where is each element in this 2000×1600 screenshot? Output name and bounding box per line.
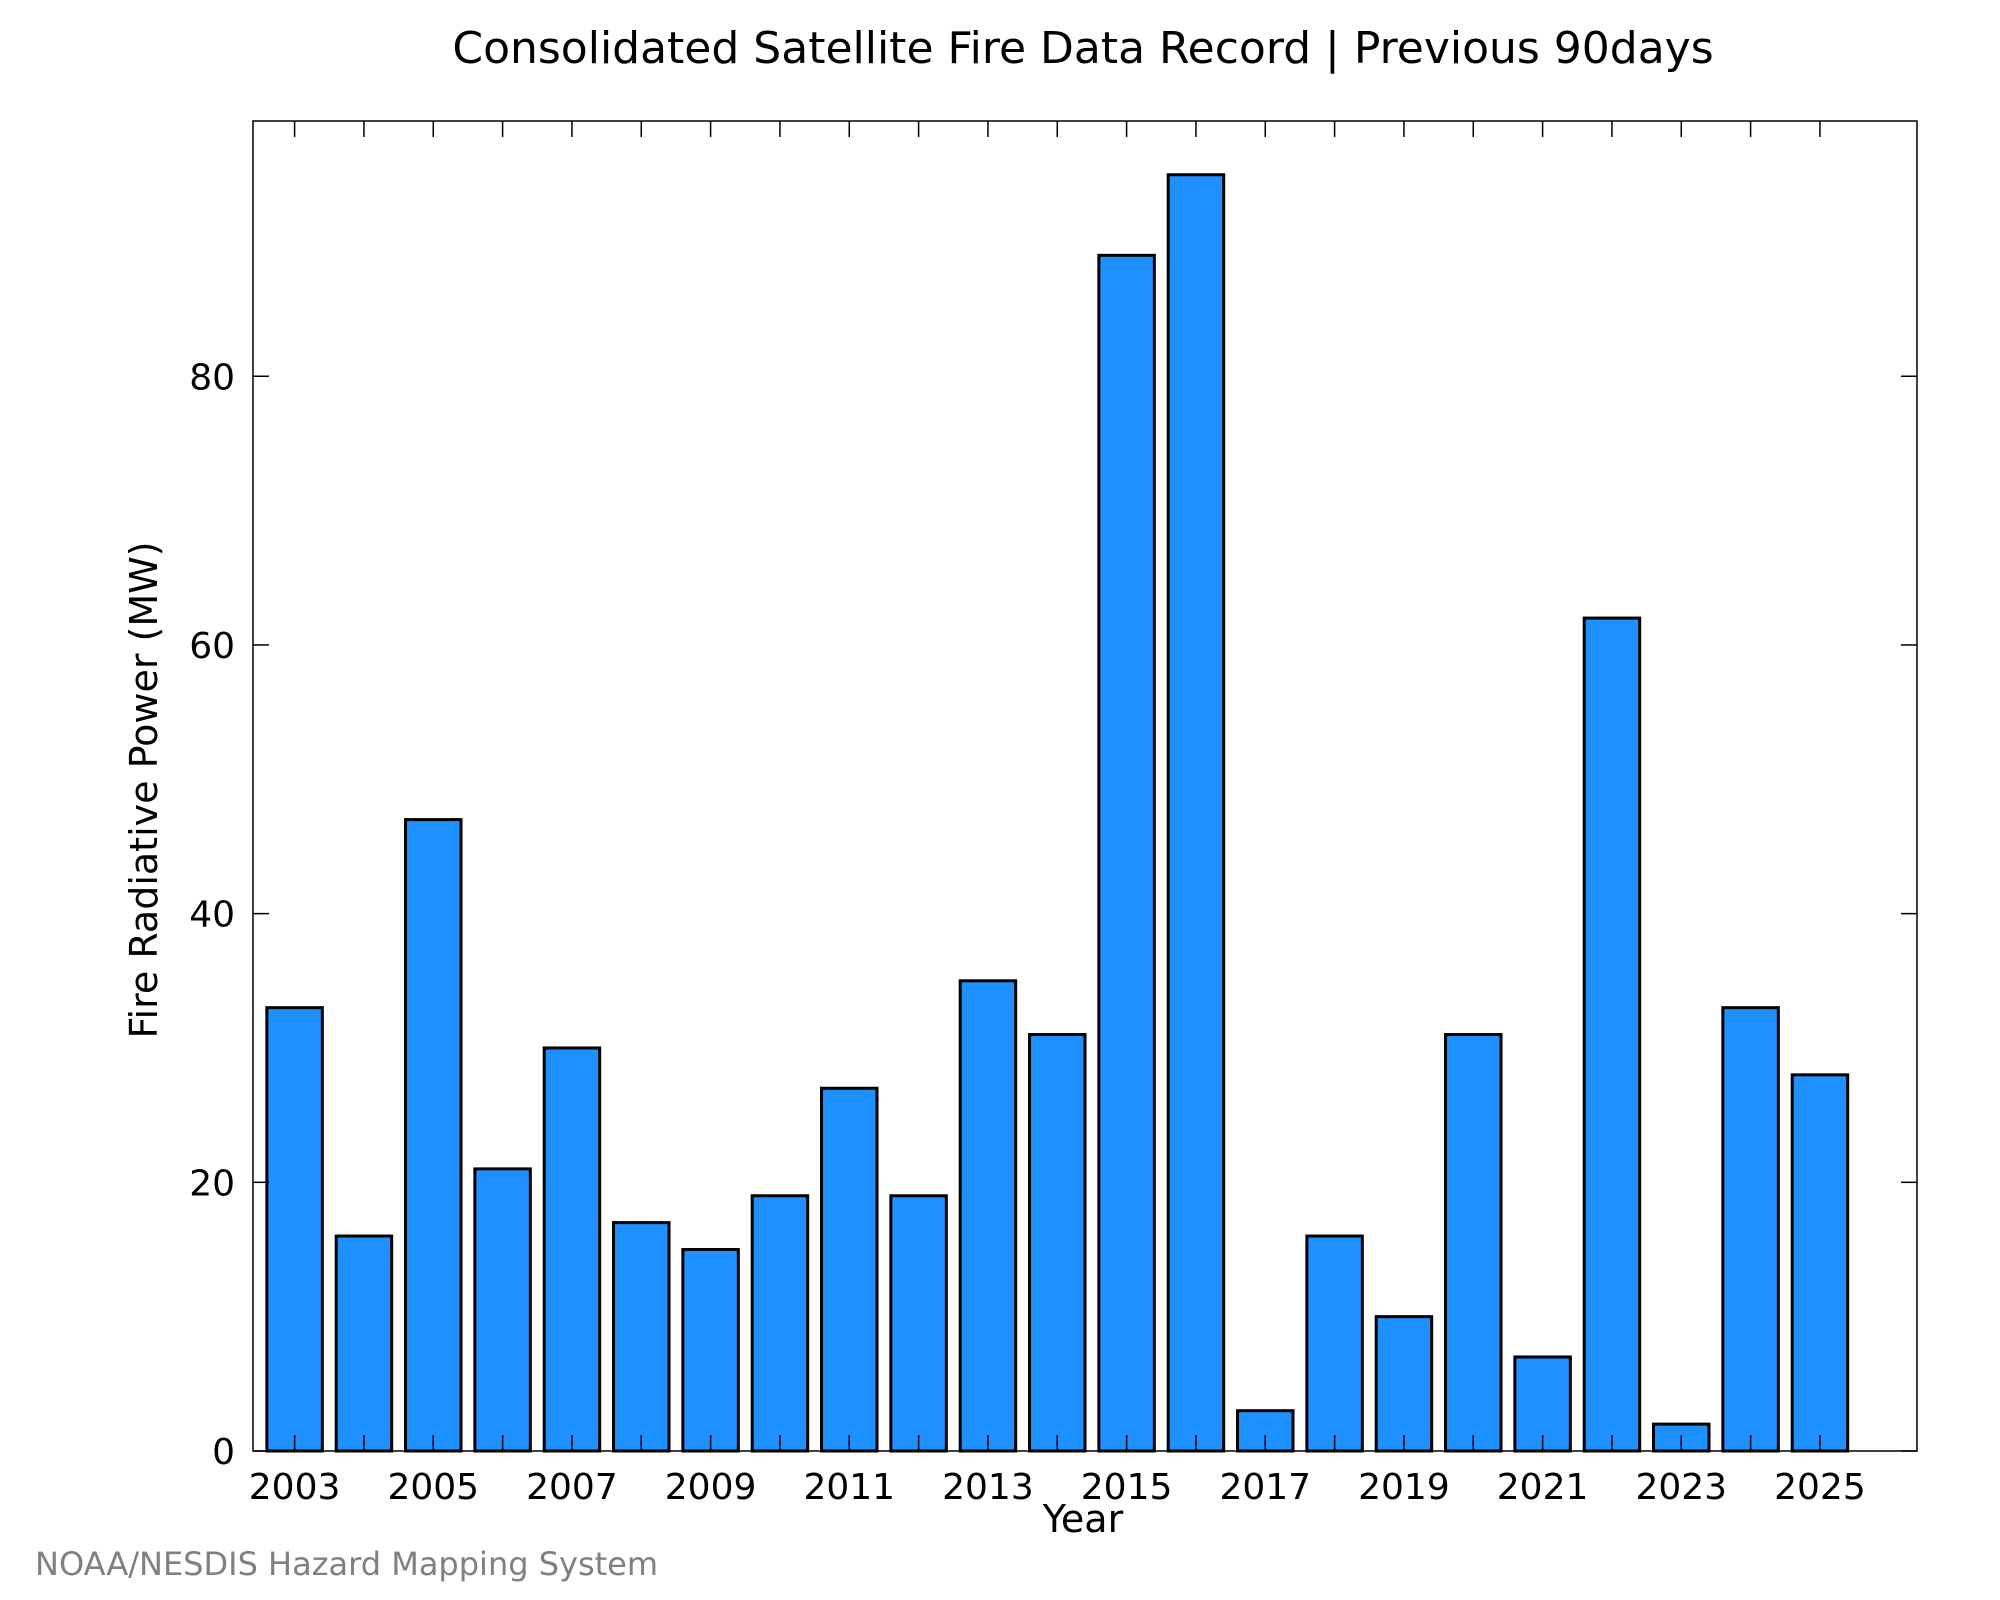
y-axis-label: Fire Radiative Power (MW) — [122, 541, 166, 1038]
bar-2007 — [542, 1046, 602, 1453]
bar-2006 — [473, 1167, 532, 1453]
x-tick-label-2015: 2015 — [1081, 1467, 1173, 1508]
bar-2009 — [681, 1247, 740, 1453]
bar-2013 — [958, 979, 1018, 1453]
y-tick-label-20: 20 — [189, 1163, 235, 1204]
plot-frame — [252, 120, 1918, 1452]
bar-2011 — [820, 1086, 879, 1453]
credit-text: NOAA/NESDIS Hazard Mapping System — [35, 1545, 658, 1583]
bar-2015 — [1097, 253, 1156, 1453]
x-tick-label-2003: 2003 — [249, 1467, 341, 1508]
plot-area: 0 20 40 60 80 2003 2005 2007 2009 2011 2013 2015 201… — [189, 120, 1918, 1508]
bar-2018 — [1305, 1234, 1364, 1453]
x-tick-label-2019: 2019 — [1358, 1467, 1450, 1508]
bar-2025 — [1790, 1073, 1850, 1453]
bar-2022 — [1582, 616, 1642, 1453]
y-tick-label-0: 0 — [212, 1432, 235, 1473]
x-axis-label: Year — [1042, 1497, 1124, 1541]
y-tick-label-80: 80 — [189, 357, 235, 398]
bar-2004 — [334, 1234, 394, 1453]
x-tick-label-2011: 2011 — [803, 1467, 895, 1508]
bar-2003 — [265, 1006, 324, 1453]
chart-title: Consolidated Satellite Fire Data Record … — [452, 23, 1713, 74]
y-tick-label-40: 40 — [189, 895, 235, 936]
bar-2024 — [1721, 1006, 1780, 1453]
bar-2005 — [404, 818, 463, 1453]
bar-2016 — [1166, 173, 1226, 1453]
bar-2008 — [612, 1221, 671, 1453]
bar-2014 — [1028, 1033, 1087, 1453]
bar-2012 — [889, 1194, 948, 1453]
y-tick-label-60: 60 — [189, 626, 235, 667]
x-tick-label-2013: 2013 — [942, 1467, 1034, 1508]
x-tick-label-2007: 2007 — [526, 1467, 618, 1508]
x-tick-label-2021: 2021 — [1497, 1467, 1589, 1508]
x-tick-label-2023: 2023 — [1635, 1467, 1727, 1508]
x-tick-label-2005: 2005 — [387, 1467, 479, 1508]
x-tick-label-2017: 2017 — [1219, 1467, 1311, 1508]
bar-2019 — [1374, 1315, 1434, 1453]
x-tick-label-2009: 2009 — [665, 1467, 757, 1508]
bar-2010 — [750, 1194, 810, 1453]
x-tick-label-2025: 2025 — [1774, 1467, 1866, 1508]
bar-2020 — [1444, 1033, 1503, 1453]
